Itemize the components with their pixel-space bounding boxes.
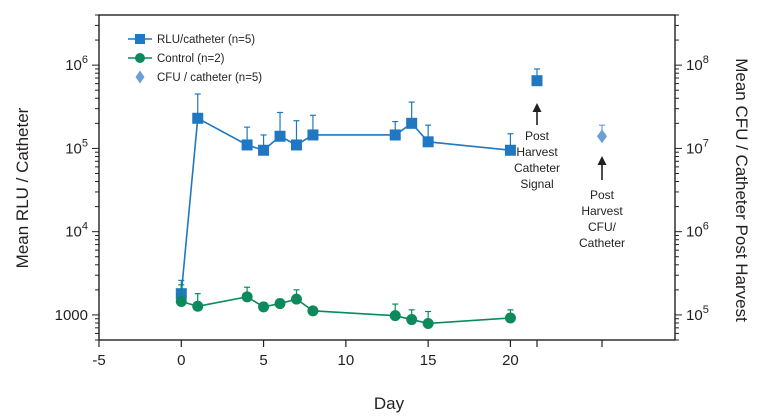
harvest-signal-point [531,75,543,87]
data-point [389,310,401,322]
y-left-tick-label: 1000 [55,307,88,324]
data-point [175,295,187,307]
legend-marker [135,70,145,84]
annotation-arrow-head [597,156,607,165]
y-left-tick-label: 105 [65,137,88,157]
y-axis-right-label: Mean CFU / Catheter Post Harvest [732,58,751,322]
legend-item: RLU/catheter (n=5) [128,34,255,46]
annotation-text: Catheter [514,161,560,175]
series-line [181,295,511,325]
legend-label: CFU / catheter (n=5) [157,72,262,84]
series-control [175,284,516,329]
data-point [504,312,516,324]
data-point [258,144,270,156]
x-tick-label: 20 [502,352,519,369]
plot-area [175,68,607,329]
annotation-harvest-cfu: Post Harvest CFU/Catheter [579,156,625,250]
y-left-tick-label: 104 [65,221,88,241]
plot-frame [98,14,676,341]
y-axis-left-label: Mean RLU / Catheter [13,107,32,268]
x-tick-label: 0 [177,352,185,369]
data-point [241,291,253,303]
annotation-text: Catheter [579,236,625,250]
data-point [422,136,434,148]
legend-marker [135,53,145,63]
x-axis-label: Day [374,394,405,413]
legend-item: Control (n=2) [128,53,225,65]
legend-label: Control (n=2) [157,53,225,65]
annotation-text: Signal [520,177,553,191]
x-tick-label: 15 [420,352,437,369]
data-point [307,305,319,317]
annotation-harvest-signal: Post Harvest Catheter Signal [514,103,560,191]
data-point [406,314,418,326]
annotation-arrow-head [532,103,542,112]
harvest-cfu-point [597,129,607,144]
data-point [290,293,302,305]
y-right-tick-label: 105 [686,304,709,324]
data-point [504,144,516,156]
data-point [290,139,302,151]
data-point [422,317,434,329]
annotations: Post Harvest Catheter Signal Post Harvest CFU/… [514,103,625,250]
annotation-text: Harvest [516,145,558,159]
data-point [274,130,286,142]
data-point [406,117,418,129]
y-right-tick-label: 107 [686,137,709,157]
y-left-tick-label: 106 [65,54,88,74]
series-rlu [175,93,516,300]
axes: -5 0 5 10 15 20 1000 104 105 106 105 106 107 108 [55,14,709,369]
data-point [241,139,253,151]
data-point [274,298,286,310]
data-point [192,300,204,312]
data-point [307,129,319,141]
annotation-text: Harvest [581,204,623,218]
legend-marker [135,34,145,44]
annotation-text: Post [590,188,615,202]
y-right-tick-label: 106 [686,221,709,241]
annotation-text: CFU/ [588,220,617,234]
x-tick-label: -5 [92,352,105,369]
legend-label: RLU/catheter (n=5) [157,34,255,46]
x-tick-label: 5 [259,352,267,369]
data-point [258,301,270,313]
data-point [389,129,401,141]
x-tick-label: 10 [338,352,355,369]
y-right-tick-label: 108 [686,54,709,74]
series-line [180,117,511,294]
legend-item: CFU / catheter (n=5) [135,70,262,84]
data-point [192,112,204,124]
legend: RLU/catheter (n=5) Control (n=2) CFU / cat… [128,34,262,84]
annotation-text: Post [525,129,550,143]
